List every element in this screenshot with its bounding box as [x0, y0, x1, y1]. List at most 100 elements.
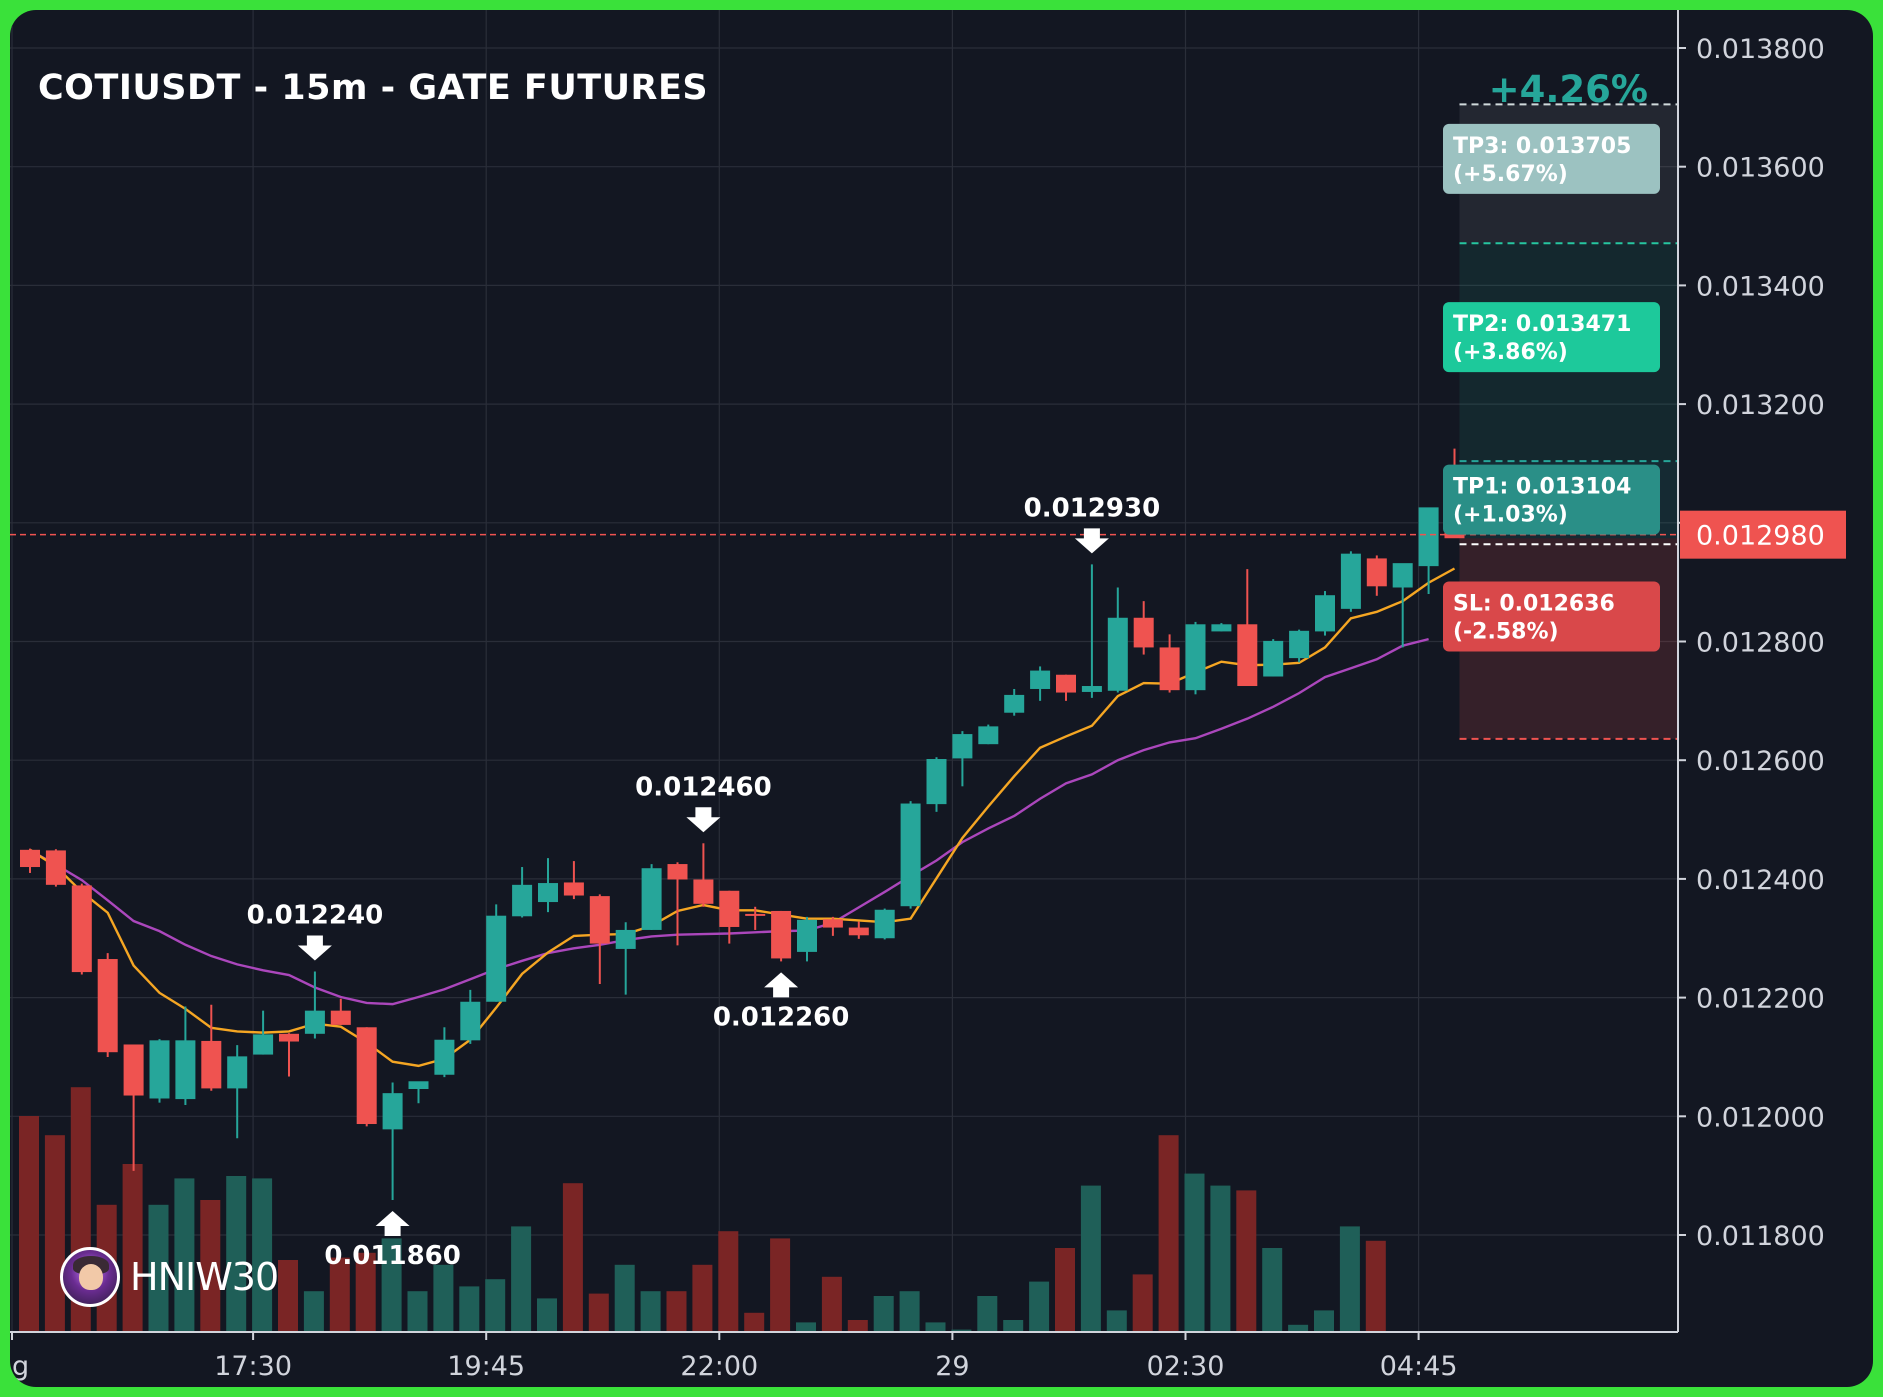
- volume-bar: [1003, 1320, 1024, 1332]
- volume-bar: [433, 1264, 454, 1332]
- volume-bar: [278, 1260, 298, 1332]
- volume-bar: [407, 1291, 428, 1332]
- volume-bar: [718, 1231, 739, 1332]
- x-tick-label: 22:00: [680, 1351, 758, 1382]
- volume-bar: [562, 1183, 583, 1332]
- candle-body: [97, 959, 118, 1053]
- candle-body: [719, 890, 740, 927]
- sl-label: SL: 0.012636: [1453, 592, 1615, 617]
- volume-bar: [226, 1176, 247, 1332]
- volume-bar: [588, 1293, 609, 1332]
- volume-bar: [1184, 1173, 1205, 1332]
- ema-fast-line: [29, 567, 1456, 1068]
- volume-bar: [1262, 1248, 1283, 1332]
- candle-body: [1211, 624, 1232, 632]
- down-arrow-icon: [686, 807, 721, 833]
- volume-bar: [1210, 1185, 1231, 1332]
- y-tick-label: 0.012400: [1696, 865, 1825, 896]
- volume-bar: [1236, 1190, 1257, 1332]
- candle-body: [1315, 595, 1335, 632]
- tp2-box: [1443, 302, 1660, 373]
- high-price-label: 0.012930: [1024, 493, 1161, 523]
- candle-body: [538, 883, 558, 903]
- candle-body: [304, 1010, 325, 1034]
- up-arrow-icon: [764, 972, 799, 998]
- y-tick-label: 0.012200: [1696, 984, 1825, 1015]
- candle-body: [900, 803, 921, 907]
- candle-body: [434, 1039, 455, 1075]
- high-price-label: 0.012460: [635, 772, 772, 802]
- volume-bar: [1080, 1185, 1101, 1332]
- candle-body: [149, 1040, 170, 1099]
- volume-bar: [640, 1291, 661, 1332]
- candlestick-chart[interactable]: 0.012240 0.011860 0.012460 0.012260 0.012930…: [10, 10, 1873, 1387]
- candle-body: [978, 726, 999, 745]
- volume-bar: [252, 1178, 273, 1332]
- tp3-percent: (+5.67%): [1453, 162, 1568, 187]
- volume-bar: [873, 1296, 894, 1332]
- candle-body: [279, 1033, 299, 1042]
- chart-title: COTIUSDT - 15m - GATE FUTURES: [38, 68, 709, 108]
- down-arrow-icon: [1074, 528, 1109, 554]
- candle-body: [20, 849, 40, 868]
- volume-bar: [1106, 1310, 1127, 1332]
- candle-body: [201, 1040, 222, 1089]
- tp1-box: [1443, 464, 1660, 535]
- tp3-label: TP3: 0.013705: [1453, 134, 1631, 159]
- y-tick-label: 0.013800: [1696, 34, 1825, 65]
- volume-bar: [1314, 1310, 1334, 1332]
- volume-bar: [1029, 1281, 1050, 1332]
- volume-bar: [148, 1204, 169, 1332]
- candle-body: [952, 734, 973, 759]
- candle-body: [71, 885, 92, 973]
- x-tick-label: 19:45: [447, 1351, 525, 1382]
- candle-body: [253, 1034, 274, 1055]
- candle-body: [1263, 640, 1284, 677]
- volume-bar: [44, 1135, 65, 1332]
- candle-body: [563, 882, 584, 896]
- candle-body: [771, 910, 792, 959]
- candle-body: [175, 1040, 196, 1100]
- tp3-box: [1443, 123, 1660, 194]
- candle-body: [1107, 617, 1128, 691]
- candle-body: [382, 1093, 403, 1130]
- sl-percent: (-2.58%): [1453, 620, 1559, 645]
- candle-body: [693, 879, 714, 904]
- ema-slow-line: [29, 637, 1429, 1006]
- tp1-percent: (+1.03%): [1453, 503, 1568, 528]
- candle-body: [1418, 507, 1439, 567]
- candle-body: [1340, 553, 1361, 609]
- change-percentage: +4.26%: [1488, 68, 1648, 111]
- candle-body: [1133, 617, 1154, 648]
- volume-bar: [1339, 1226, 1360, 1332]
- y-tick-label: 0.011800: [1696, 1221, 1825, 1252]
- y-tick-label: 0.013200: [1696, 390, 1825, 421]
- author-watermark: HNIW30: [60, 1247, 279, 1307]
- tp2-percent: (+3.86%): [1453, 340, 1568, 365]
- candle-body: [926, 759, 947, 805]
- current-price-badge: [1680, 510, 1846, 559]
- x-tick-label: 02:30: [1147, 1351, 1225, 1382]
- volume-bar: [303, 1291, 324, 1332]
- candle-body: [1392, 563, 1413, 588]
- volume-bar: [925, 1322, 946, 1332]
- volume-bar: [174, 1178, 195, 1332]
- y-tick-label: 0.012000: [1696, 1102, 1825, 1133]
- volume-bar: [744, 1312, 765, 1332]
- candle-body: [1081, 686, 1102, 692]
- candle-body: [874, 909, 895, 939]
- chart-frame: 0.012240 0.011860 0.012460 0.012260 0.012930…: [10, 10, 1873, 1387]
- volume-bar: [692, 1264, 713, 1332]
- candle-body: [848, 927, 869, 936]
- up-arrow-icon: [375, 1210, 410, 1236]
- y-tick-label: 0.013600: [1696, 153, 1825, 184]
- volume-bar: [329, 1257, 350, 1332]
- candle-body: [1056, 674, 1076, 693]
- volume-bar: [796, 1322, 816, 1332]
- volume-bar: [381, 1238, 402, 1332]
- volume-bar: [1132, 1274, 1153, 1332]
- down-arrow-icon: [297, 935, 332, 961]
- volume-bar: [821, 1276, 842, 1332]
- volume-bar: [614, 1264, 635, 1332]
- candle-body: [1185, 624, 1206, 691]
